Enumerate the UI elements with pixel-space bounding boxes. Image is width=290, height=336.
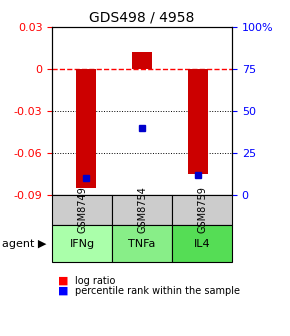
- Text: GSM8754: GSM8754: [137, 186, 147, 234]
- Text: GSM8759: GSM8759: [197, 186, 207, 234]
- Text: agent ▶: agent ▶: [2, 239, 46, 249]
- Bar: [76, 69, 96, 188]
- Text: IFNg: IFNg: [70, 239, 95, 249]
- Text: GSM8749: GSM8749: [77, 186, 87, 234]
- Bar: [132, 52, 152, 69]
- Text: ■: ■: [58, 276, 68, 286]
- Bar: [188, 69, 208, 174]
- Text: percentile rank within the sample: percentile rank within the sample: [75, 286, 240, 296]
- Text: IL4: IL4: [194, 239, 210, 249]
- Title: GDS498 / 4958: GDS498 / 4958: [89, 10, 195, 24]
- Text: TNFa: TNFa: [128, 239, 156, 249]
- Text: log ratio: log ratio: [75, 276, 116, 286]
- Text: ■: ■: [58, 286, 68, 296]
